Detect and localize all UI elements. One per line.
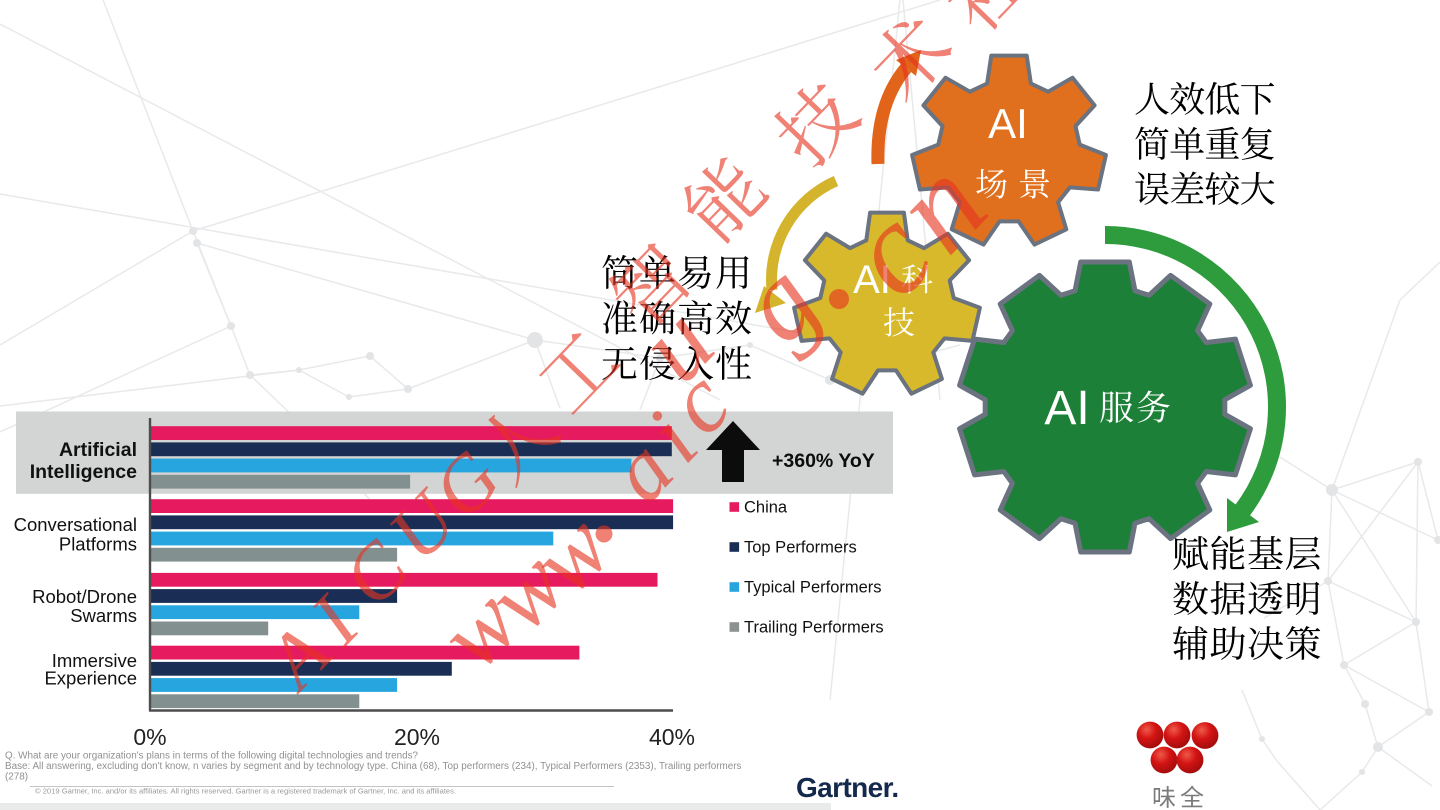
svg-text:Experience: Experience bbox=[44, 668, 137, 689]
svg-text:(278): (278) bbox=[5, 772, 28, 783]
svg-text:20%: 20% bbox=[394, 724, 440, 750]
svg-text:Q. What are your organization': Q. What are your organization's plans in… bbox=[5, 751, 419, 762]
svg-text:Base: All answering, excluding: Base: All answering, excluding don't kno… bbox=[5, 761, 742, 772]
svg-text:Gartner.: Gartner. bbox=[796, 772, 899, 803]
svg-text:40%: 40% bbox=[649, 724, 695, 750]
svg-text:AI: AI bbox=[988, 100, 1028, 147]
svg-text:Conversational: Conversational bbox=[14, 514, 137, 535]
svg-text:Trailing Performers: Trailing Performers bbox=[744, 619, 884, 637]
svg-text:Artificial: Artificial bbox=[59, 439, 137, 461]
svg-text:Top Performers: Top Performers bbox=[744, 539, 857, 557]
svg-text:0%: 0% bbox=[133, 724, 166, 750]
svg-text:Platforms: Platforms bbox=[59, 534, 137, 555]
svg-text:China: China bbox=[744, 499, 788, 517]
svg-text:+360% YoY: +360% YoY bbox=[772, 450, 875, 472]
svg-text:Robot/Drone: Robot/Drone bbox=[32, 586, 137, 607]
svg-text:AI: AI bbox=[853, 258, 891, 302]
svg-text:Immersive: Immersive bbox=[52, 650, 137, 671]
svg-text:© 2019 Gartner, Inc. and/or it: © 2019 Gartner, Inc. and/or its affiliat… bbox=[35, 787, 456, 796]
svg-text:Intelligence: Intelligence bbox=[30, 461, 137, 483]
svg-text:Swarms: Swarms bbox=[70, 605, 137, 626]
svg-text:Typical Performers: Typical Performers bbox=[744, 579, 882, 597]
svg-text:AI: AI bbox=[1044, 382, 1089, 435]
